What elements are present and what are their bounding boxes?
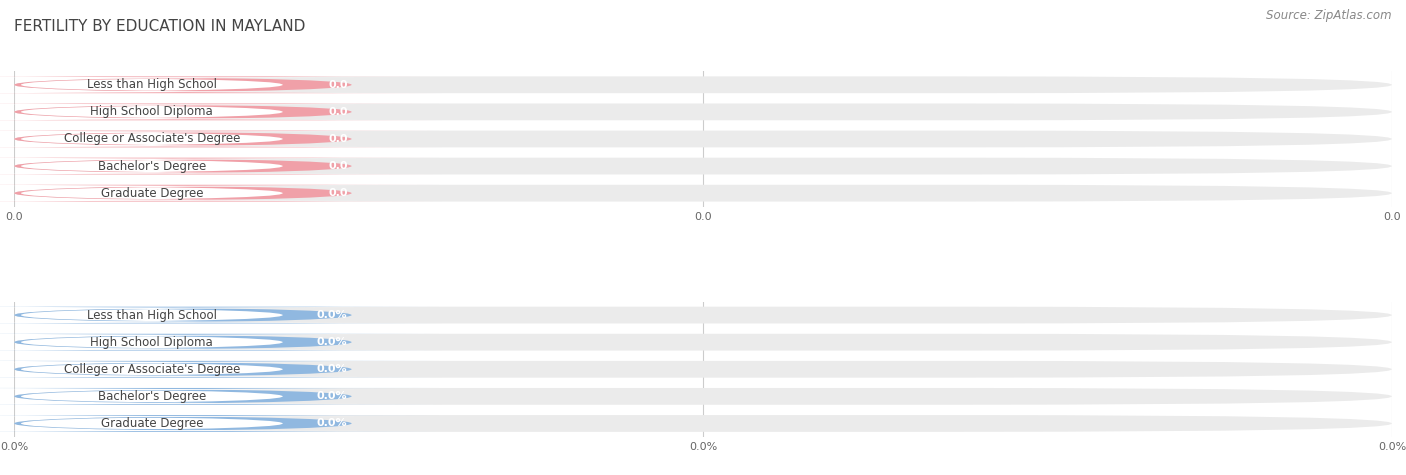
FancyBboxPatch shape [0, 132, 394, 146]
Text: 0.0%: 0.0% [316, 337, 347, 347]
FancyBboxPatch shape [14, 334, 1392, 351]
FancyBboxPatch shape [0, 307, 441, 323]
Text: Source: ZipAtlas.com: Source: ZipAtlas.com [1267, 10, 1392, 22]
Text: Bachelor's Degree: Bachelor's Degree [98, 390, 205, 403]
FancyBboxPatch shape [0, 362, 394, 377]
FancyBboxPatch shape [14, 131, 1392, 147]
FancyBboxPatch shape [0, 159, 394, 173]
Text: 0.0: 0.0 [328, 188, 347, 198]
Text: 0.0%: 0.0% [316, 418, 347, 428]
FancyBboxPatch shape [0, 186, 394, 200]
FancyBboxPatch shape [14, 361, 1392, 378]
Text: 0.0%: 0.0% [316, 310, 347, 320]
Text: 0.0: 0.0 [328, 107, 347, 117]
FancyBboxPatch shape [14, 388, 1392, 405]
FancyBboxPatch shape [14, 158, 1392, 174]
FancyBboxPatch shape [14, 76, 1392, 93]
Text: College or Associate's Degree: College or Associate's Degree [63, 133, 240, 145]
FancyBboxPatch shape [0, 104, 441, 120]
FancyBboxPatch shape [0, 388, 441, 405]
FancyBboxPatch shape [0, 76, 441, 93]
Text: 0.0: 0.0 [328, 134, 347, 144]
Text: 0.0: 0.0 [328, 161, 347, 171]
FancyBboxPatch shape [14, 307, 1392, 323]
FancyBboxPatch shape [0, 389, 394, 404]
FancyBboxPatch shape [14, 415, 1392, 432]
Text: College or Associate's Degree: College or Associate's Degree [63, 363, 240, 376]
FancyBboxPatch shape [0, 77, 394, 92]
Text: High School Diploma: High School Diploma [90, 105, 214, 118]
FancyBboxPatch shape [0, 415, 441, 432]
Text: 0.0: 0.0 [328, 80, 347, 90]
FancyBboxPatch shape [0, 334, 441, 351]
FancyBboxPatch shape [0, 158, 441, 174]
Text: Graduate Degree: Graduate Degree [101, 417, 202, 430]
FancyBboxPatch shape [0, 416, 394, 431]
FancyBboxPatch shape [0, 361, 441, 378]
Text: FERTILITY BY EDUCATION IN MAYLAND: FERTILITY BY EDUCATION IN MAYLAND [14, 19, 305, 34]
FancyBboxPatch shape [0, 131, 441, 147]
Text: Bachelor's Degree: Bachelor's Degree [98, 160, 205, 172]
Text: 0.0%: 0.0% [316, 364, 347, 374]
Text: 0.0%: 0.0% [316, 391, 347, 401]
Text: Less than High School: Less than High School [87, 309, 217, 322]
FancyBboxPatch shape [0, 104, 394, 119]
FancyBboxPatch shape [0, 185, 441, 201]
Text: High School Diploma: High School Diploma [90, 336, 214, 349]
FancyBboxPatch shape [14, 104, 1392, 120]
FancyBboxPatch shape [0, 335, 394, 350]
Text: Graduate Degree: Graduate Degree [101, 187, 202, 200]
FancyBboxPatch shape [14, 185, 1392, 201]
Text: Less than High School: Less than High School [87, 78, 217, 91]
FancyBboxPatch shape [0, 308, 394, 323]
